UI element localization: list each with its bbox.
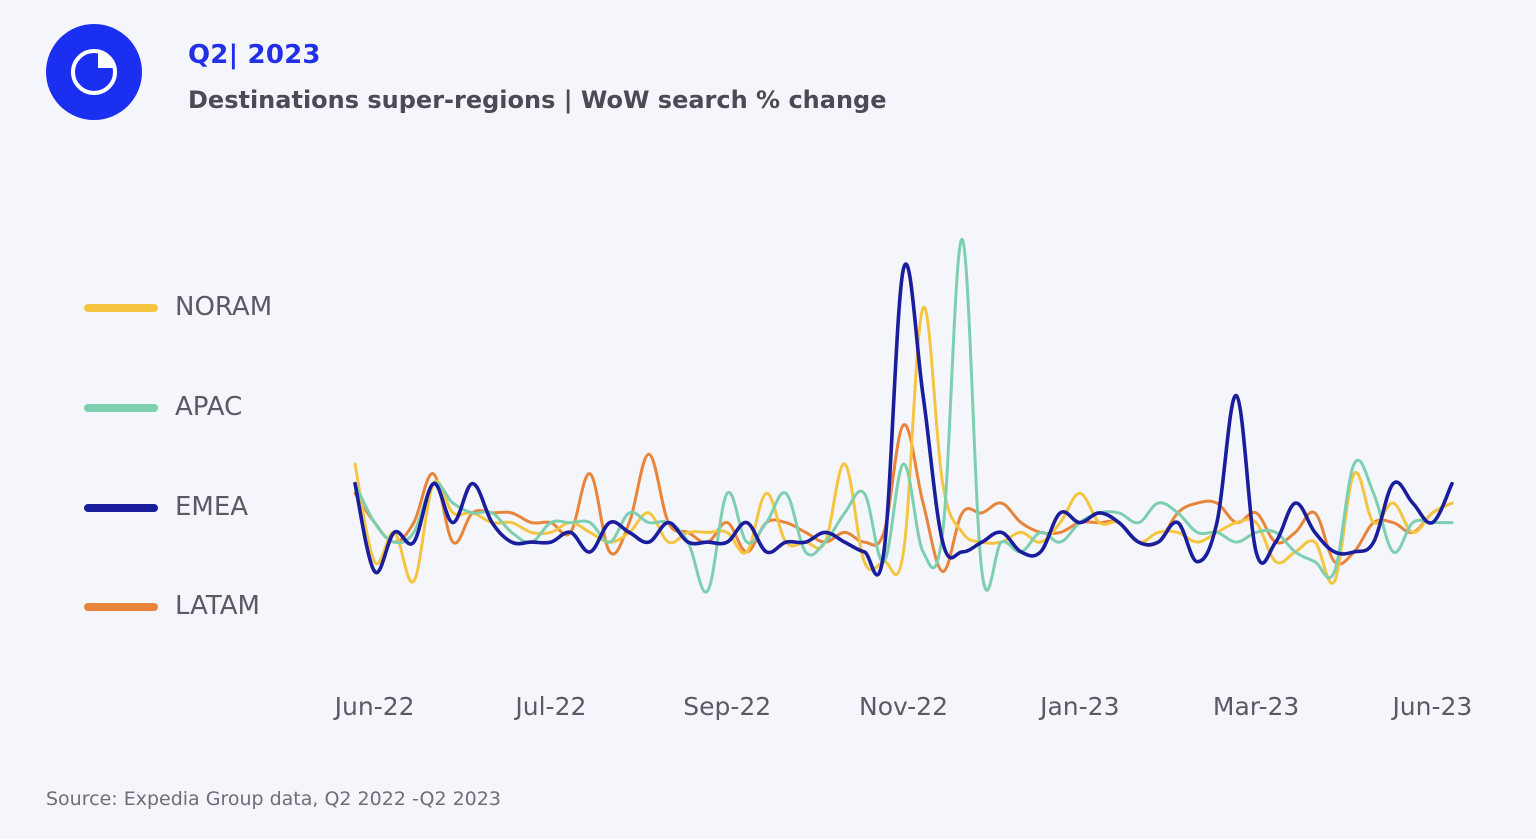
legend-label-emea: EMEA (175, 492, 249, 522)
series-line-emea (353, 262, 1454, 577)
x-tick-label: Jun-22 (333, 692, 415, 721)
x-tick-label: Jun-23 (1390, 692, 1472, 721)
line-chart: Jun-22 Jul-22 Sep-22 Nov-22 Jan-23 Mar-23 Jun-… (333, 237, 1473, 721)
legend-item-emea: EMEA (84, 488, 344, 528)
series-lines (353, 237, 1454, 594)
legend-item-latam: LATAM (84, 587, 344, 627)
legend-swatch-apac (84, 404, 158, 412)
x-tick-label: Sep-22 (683, 692, 771, 721)
legend-item-apac: APAC (84, 388, 344, 428)
legend-swatch-noram (84, 304, 158, 312)
series-line-noram (353, 305, 1454, 585)
series-line-latam (353, 423, 1454, 573)
legend-item-noram: NORAM (84, 288, 344, 328)
legend-label-apac: APAC (175, 392, 243, 422)
x-tick-label: Mar-23 (1213, 692, 1299, 721)
logo-badge (46, 24, 142, 120)
period-title: Q2| 2023 (188, 40, 321, 70)
legend-swatch-emea (84, 504, 158, 512)
chart-subtitle: Destinations super-regions | WoW search … (188, 86, 887, 114)
pie-chart-icon (71, 49, 117, 95)
series-line-apac (353, 237, 1454, 594)
legend-label-noram: NORAM (175, 292, 273, 322)
x-tick-label: Nov-22 (859, 692, 948, 721)
source-note: Source: Expedia Group data, Q2 2022 -Q2 … (46, 788, 501, 810)
legend-label-latam: LATAM (175, 591, 260, 621)
x-tick-label: Jan-23 (1038, 692, 1119, 721)
legend-swatch-latam (84, 603, 158, 611)
x-axis-ticks: Jun-22 Jul-22 Sep-22 Nov-22 Jan-23 Mar-23 Jun-… (333, 692, 1473, 721)
x-tick-label: Jul-22 (513, 692, 586, 721)
